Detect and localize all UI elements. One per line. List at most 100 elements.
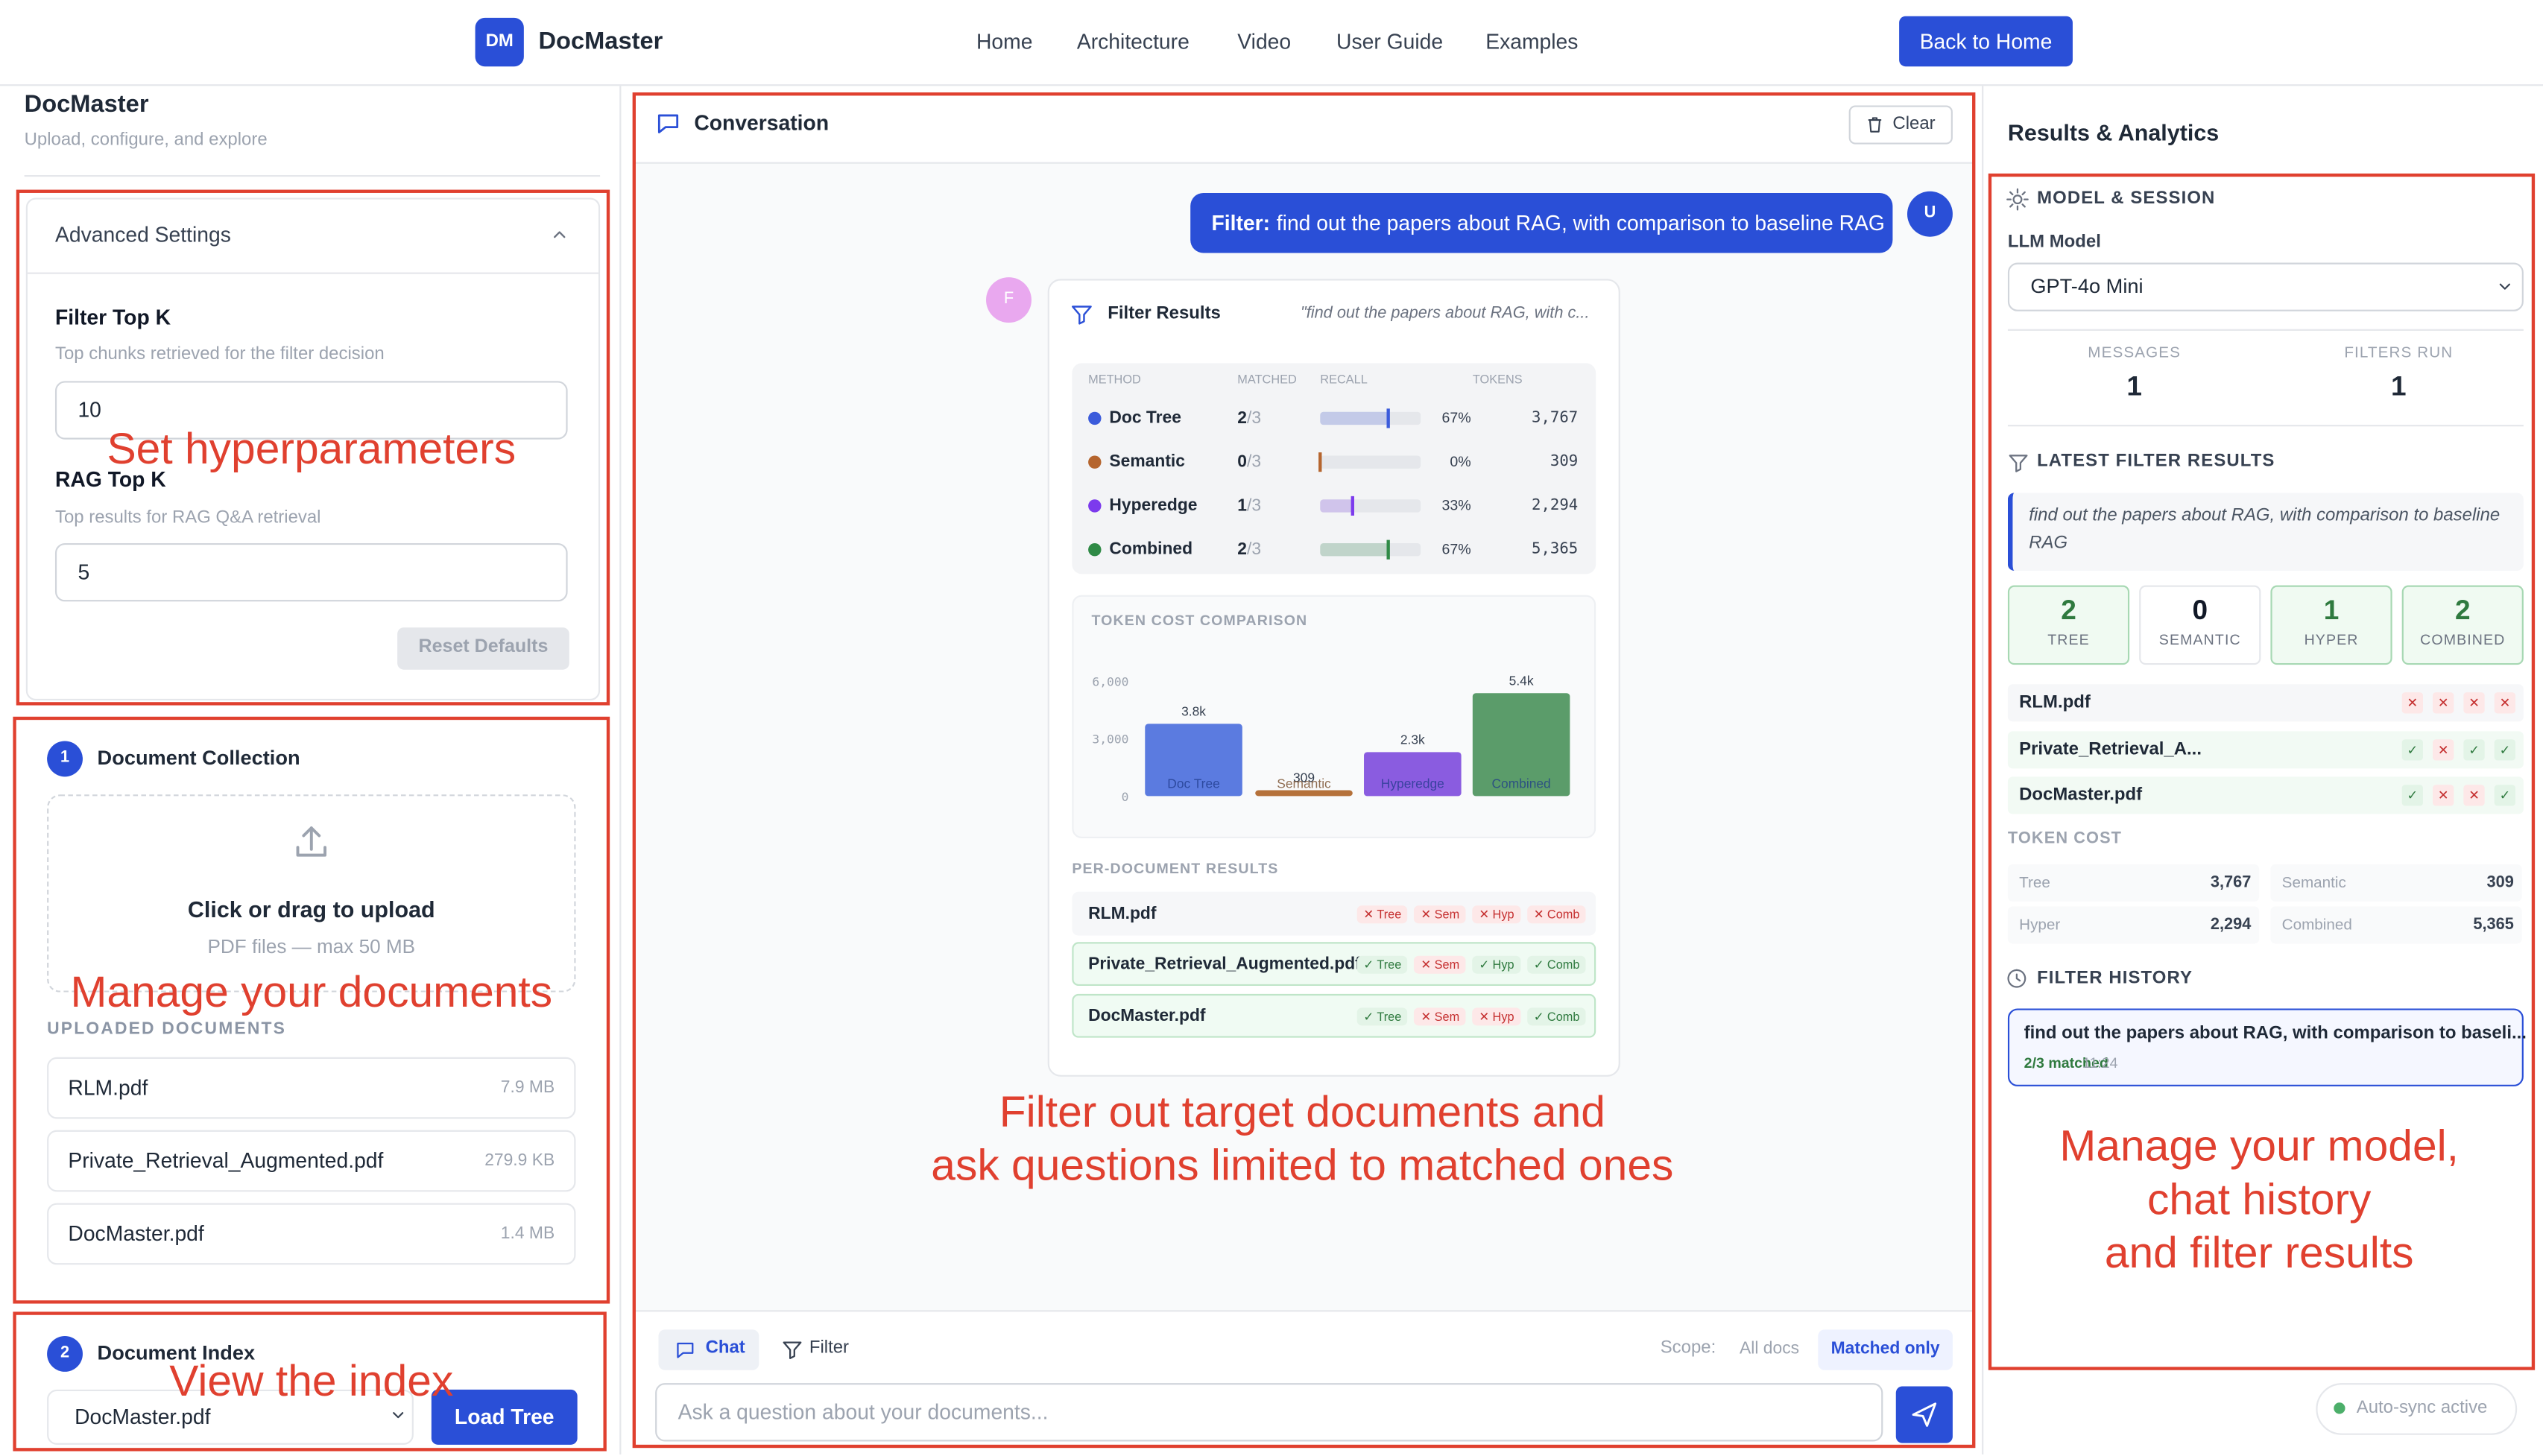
input-value: 10 [78, 397, 101, 422]
method-tag: ✕ Sem [1414, 905, 1466, 923]
brand: DocMaster [538, 27, 663, 55]
clock-icon [2007, 969, 2026, 988]
token-count: 2,294 [1532, 496, 1579, 515]
file-row[interactable] [47, 1130, 576, 1192]
method-name: Combined [1109, 539, 1193, 560]
divider [2007, 425, 2524, 427]
index-select[interactable] [47, 1389, 414, 1445]
section-heading: MODEL & SESSION [2037, 189, 2216, 209]
method-tag: ✕ Sem [1414, 955, 1466, 973]
gear-icon [2006, 188, 2029, 211]
load-label: Load Tree [454, 1404, 555, 1429]
method-tag: ✓ Tree [1356, 1007, 1409, 1025]
nav-link[interactable]: Architecture [1076, 29, 1190, 54]
chat-tab[interactable] [658, 1329, 759, 1370]
token-cell [2007, 864, 2260, 902]
match-mark [2494, 785, 2516, 806]
logo-badge [475, 17, 524, 67]
back-button[interactable] [1899, 16, 2073, 67]
tag-group: ✕ Tree ✕ Sem ✕ Hyp ✕ Comb [1356, 905, 1587, 923]
top-nav [0, 0, 2543, 86]
bar [1255, 790, 1353, 797]
section-heading: LATEST FILTER RESULTS [2037, 451, 2275, 471]
method-tag: ✕ Hyp [1472, 1007, 1521, 1025]
y-tick-label: 0 [1122, 790, 1129, 804]
matched-count: 1/3 [1237, 496, 1261, 516]
annotation: View the index [169, 1356, 454, 1406]
bot-avatar [986, 277, 1032, 323]
column-header: MATCHED [1237, 372, 1297, 387]
file-size: 1.4 MB [500, 1224, 555, 1244]
reset-button[interactable] [397, 627, 569, 670]
send-button[interactable] [1895, 1386, 1953, 1443]
method-tag: ✕ Tree [1356, 905, 1409, 923]
clear-button[interactable] [1848, 105, 1953, 145]
method-tag: ✓ Hyp [1472, 955, 1521, 973]
sidebar-subtitle: Upload, configure, and explore [24, 130, 268, 151]
upload-zone[interactable] [47, 794, 576, 993]
model-select[interactable] [2007, 262, 2524, 311]
query-quote [2007, 493, 2524, 571]
annotation: Manage your documents [70, 967, 553, 1016]
column-header: TOKENS [1472, 372, 1523, 387]
method-dot [1088, 455, 1102, 469]
match-mark [2401, 785, 2423, 806]
method-tag: ✕ Hyp [1472, 905, 1521, 923]
number-input[interactable] [54, 542, 568, 602]
x-tick-label: Combined [1491, 776, 1550, 791]
avatar-initial: U [1924, 204, 1936, 223]
method-name: Semantic [1109, 452, 1185, 472]
load-button[interactable] [431, 1389, 578, 1445]
recall-marker [1318, 452, 1322, 472]
matched-total: /3 [1247, 539, 1262, 560]
section-heading: TOKEN COST [2007, 830, 2123, 849]
matched-total: /3 [1247, 408, 1262, 428]
doc-name: DocMaster.pdf [2019, 784, 2143, 805]
chat-input[interactable] [655, 1383, 1883, 1442]
y-tick-label: 3,000 [1092, 732, 1128, 747]
recall-label: 0% [1450, 453, 1471, 470]
match-mark [2494, 739, 2516, 761]
chevron-down [393, 1412, 404, 1419]
nav-link[interactable]: Home [976, 29, 1033, 54]
count-label: TREE [2047, 631, 2090, 648]
token-cell [2270, 906, 2522, 944]
matched-number: 2 [1237, 408, 1248, 428]
history-item[interactable] [2007, 1008, 2524, 1086]
token-label: Tree [2019, 873, 2050, 892]
panel-title: Results & Analytics [2007, 119, 2220, 145]
doc-name: DocMaster.pdf [1088, 1005, 1206, 1025]
file-row[interactable] [47, 1057, 576, 1119]
matched-total: /3 [1247, 496, 1262, 516]
field-help: Top results for RAG Q&A retrieval [54, 507, 321, 528]
matched-count: 2/3 [1237, 540, 1261, 560]
value-label: 5.4k [1509, 673, 1534, 688]
send-icon [1912, 1402, 1937, 1427]
field-label: LLM Model [2007, 232, 2101, 253]
section-title: Document Index [97, 1341, 256, 1365]
scope-option[interactable] [1818, 1329, 1953, 1370]
match-mark [2463, 739, 2485, 761]
field-label: Filter Top K [54, 305, 171, 330]
method-tag: ✕ Comb [1526, 905, 1587, 923]
select-value: DocMaster.pdf [75, 1404, 211, 1429]
results-table [1072, 363, 1596, 575]
number-input[interactable] [54, 381, 568, 440]
count-value: 2 [2454, 595, 2471, 626]
message-text: find out the papers about RAG, with comp… [1276, 210, 1885, 235]
file-row[interactable] [47, 1203, 576, 1265]
panel-title: Conversation [694, 110, 830, 136]
chevron-down [2499, 283, 2510, 290]
nav-link[interactable]: Examples [1485, 29, 1579, 54]
match-mark [2401, 692, 2423, 714]
query-text: find out the papers about RAG, with comp… [2029, 505, 2501, 554]
nav-link[interactable]: Video [1237, 29, 1292, 54]
nav-link[interactable]: User Guide [1336, 29, 1444, 54]
divider [27, 272, 598, 274]
sync-label: Auto-sync active [2356, 1398, 2488, 1418]
select-value: GPT-4o Mini [2030, 274, 2144, 298]
matched-number: 2 [1237, 539, 1248, 560]
settings-title[interactable]: Advanced Settings [54, 222, 231, 247]
